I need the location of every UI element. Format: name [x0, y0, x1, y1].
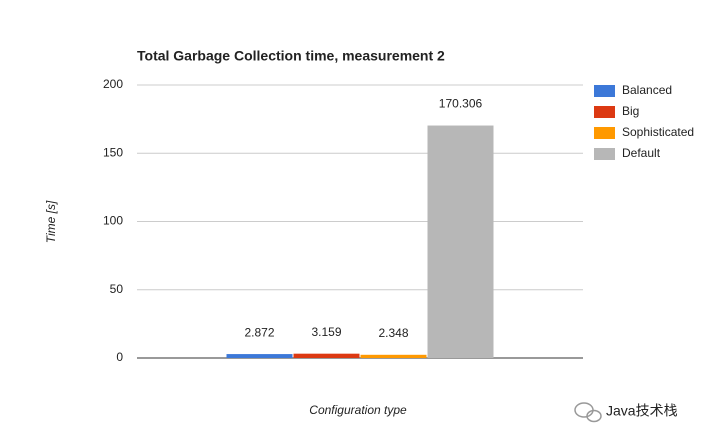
y-axis-label: Time [s] — [44, 200, 58, 243]
y-tick-label: 50 — [110, 282, 124, 296]
legend-label: Big — [622, 104, 639, 118]
chart-title: Total Garbage Collection time, measureme… — [137, 48, 445, 64]
legend-label: Default — [622, 146, 661, 160]
data-label: 3.159 — [311, 325, 341, 339]
data-label: 2.872 — [244, 325, 274, 339]
bar — [226, 354, 293, 358]
y-tick-label: 150 — [103, 145, 123, 159]
watermark-icon — [574, 402, 602, 423]
data-label: 2.348 — [378, 326, 408, 340]
bar — [360, 354, 427, 358]
watermark: Java技术栈 — [606, 403, 678, 419]
bar — [293, 353, 360, 358]
y-tick-label: 0 — [116, 350, 123, 364]
legend-swatch — [594, 148, 615, 160]
legend-swatch — [594, 106, 615, 118]
legend-label: Sophisticated — [622, 125, 694, 139]
bar — [427, 125, 494, 358]
x-axis-label: Configuration type — [309, 403, 407, 417]
y-tick-label: 200 — [103, 77, 123, 91]
legend-label: Balanced — [622, 83, 672, 97]
legend-swatch — [594, 127, 615, 139]
data-label: 170.306 — [439, 97, 483, 111]
legend-swatch — [594, 85, 615, 97]
y-tick-label: 100 — [103, 214, 123, 228]
